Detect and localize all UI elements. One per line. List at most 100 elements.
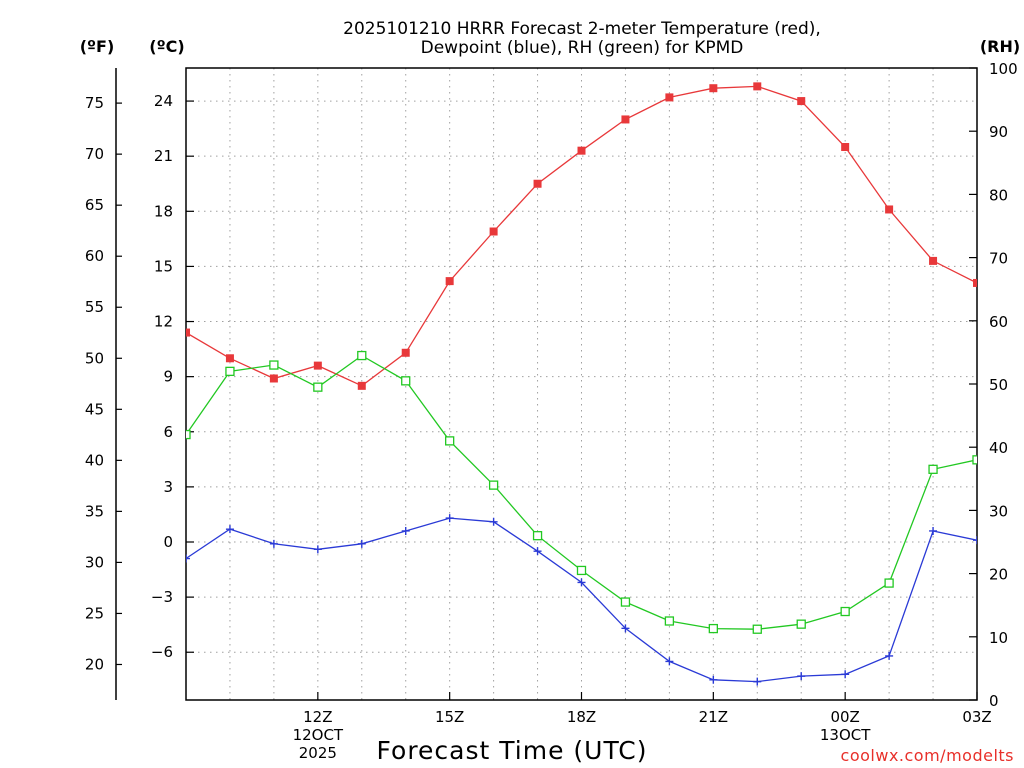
fahrenheit-tick-label: 20 [85,655,104,673]
rh-tick-label: 80 [989,186,1008,204]
rh-point [1017,453,1024,461]
x-tick-label: 15Z [435,708,464,726]
rh-point [186,429,191,440]
fahrenheit-tick-label: 75 [85,94,104,112]
fahrenheit-tick-label: 45 [85,400,104,418]
rh-point [972,455,977,465]
temperature-point [885,205,894,214]
temperature-point [313,361,322,370]
temperature-point [225,354,234,363]
rh-point [884,578,894,588]
temperature-point [665,93,674,102]
celsius-tick-label: −6 [151,643,173,661]
rh-tick-label: 10 [989,629,1008,647]
dewpoint-point [621,624,630,633]
rh-point [620,597,631,607]
temperature-point [357,381,366,390]
rh-point [269,360,279,370]
dewpoint-point [1017,542,1024,550]
celsius-tick-label: 18 [154,202,173,220]
gridlines [186,68,977,700]
x-tick-label: 2025 [299,744,337,762]
x-tick-label: 03Z [962,708,991,726]
rh-point [313,382,323,392]
rh-point [664,616,675,626]
rh-tick-label: 60 [989,313,1008,331]
axes: −6−3036912151821242025303540455055606570… [85,60,1018,762]
temperature-point [489,227,498,236]
dewpoint-point [577,578,586,587]
celsius-tick-label: 12 [154,313,173,331]
rh-tick-label: 50 [989,376,1008,394]
dewpoint-point [186,554,190,563]
temperature-point [973,278,977,287]
temperature-point [1017,288,1024,296]
dewpoint-point [797,672,806,681]
fahrenheit-tick-label: 65 [85,196,104,214]
dewpoint-point [357,539,366,548]
rh-point [576,565,587,576]
celsius-tick-label: −3 [151,588,173,606]
x-tick-label: 13OCT [820,726,871,744]
temperature-point [577,146,586,155]
rh-point [401,376,411,386]
chart-title-line-1: 2025101210 HRRR Forecast 2-meter Tempera… [343,19,821,39]
rh-tick-label: 40 [989,439,1008,457]
x-tick-label: 12Z [303,708,332,726]
rh-point [225,366,235,377]
fahrenheit-tick-label: 50 [85,349,104,367]
fahrenheit-tick-label: 30 [85,553,104,571]
temperature-point [269,374,278,383]
dewpoint-point [269,539,278,548]
temperature-point [841,143,850,151]
fahrenheit-tick-label: 70 [85,145,104,163]
temperature-point [445,277,454,286]
rh-point [752,624,762,634]
rh-tick-label: 90 [989,123,1008,141]
celsius-unit-label: (ºC) [149,37,184,56]
celsius-tick-label: 21 [154,147,173,165]
rh-line [186,354,977,630]
fahrenheit-tick-label: 25 [85,604,104,622]
celsius-tick-label: 15 [154,257,173,275]
dewpoint-point [533,547,542,556]
rh-unit-label: (RH) [980,37,1020,56]
dewpoint-point [665,657,674,666]
fahrenheit-tick-label: 60 [85,247,104,265]
temperature-point [797,97,806,106]
dewpoint-point [841,670,850,679]
dewpoint-point [753,677,762,686]
x-tick-label: 18Z [567,708,596,726]
temperature-point [709,84,718,93]
celsius-tick-label: 6 [163,423,173,441]
dewpoint-point [225,525,234,534]
x-tick-label: 21Z [699,708,728,726]
temperature-point [929,256,938,265]
dewpoint-point [709,675,718,684]
fahrenheit-tick-label: 55 [85,298,104,316]
celsius-tick-label: 24 [154,92,173,110]
plot-frame [185,67,978,701]
rh-point [445,436,455,446]
fahrenheit-unit-label: (ºF) [80,37,115,56]
fahrenheit-tick-label: 40 [85,451,104,469]
dewpoint-point [489,517,498,526]
rh-tick-label: 70 [989,250,1008,268]
dewpoint-point [401,526,410,535]
temperature-point [401,348,410,357]
temperature-point [186,328,190,337]
x-axis-title: Forecast Time (UTC) [377,736,648,765]
celsius-tick-label: 0 [163,533,173,551]
rh-point [532,531,543,541]
rh-point [357,350,367,361]
rh-tick-label: 0 [989,692,999,710]
dewpoint-point [929,526,938,535]
celsius-tick-label: 9 [163,368,173,386]
x-tick-label: 00Z [830,708,859,726]
x-tick-label: 12OCT [293,726,344,744]
rh-tick-label: 100 [989,60,1018,78]
temperature-point [533,179,542,188]
watermark: coolwx.com/modelts [841,746,1014,765]
dewpoint-point [445,514,454,523]
